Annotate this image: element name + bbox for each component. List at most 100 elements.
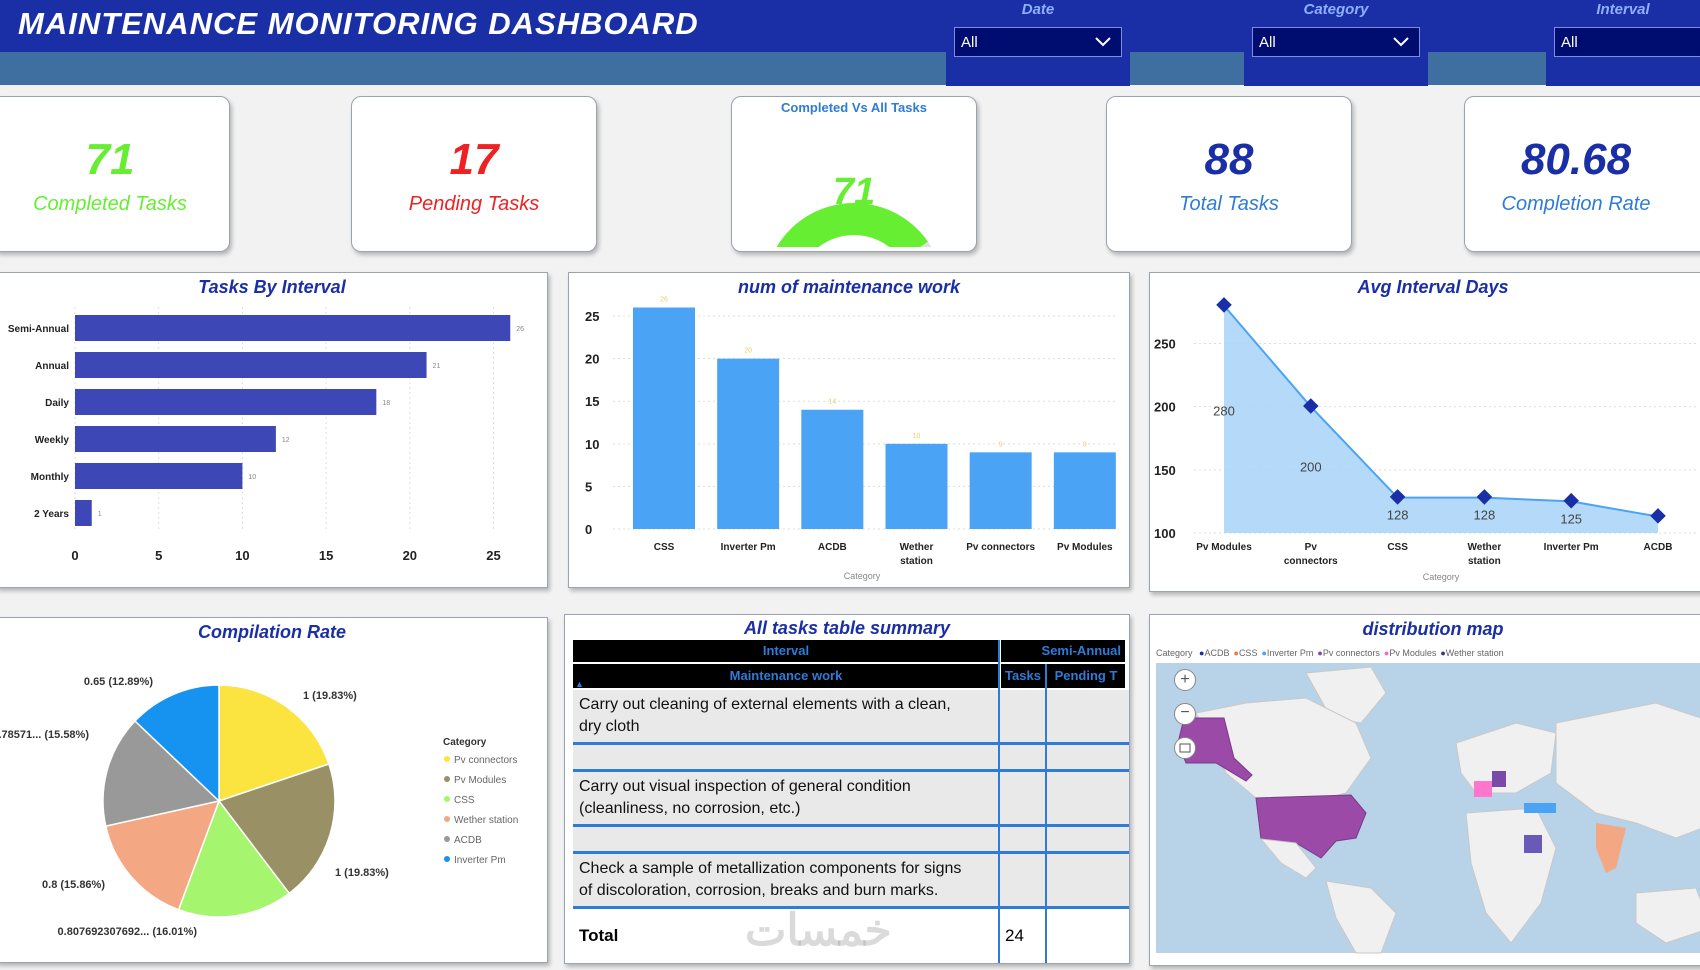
page-title: MAINTENANCE MONITORING DASHBOARD (18, 6, 699, 41)
compilation-rate-title: Compilation Rate (197, 622, 346, 642)
table-row[interactable] (573, 827, 1129, 851)
chevron-down-icon (1095, 37, 1111, 47)
filter-interval-dropdown[interactable]: All (1554, 27, 1700, 57)
filter-date-dropdown[interactable]: All (954, 27, 1122, 57)
data-label: 9 (999, 441, 1003, 448)
legend-marker (444, 776, 450, 782)
kpi-pending-label: Pending Tasks (408, 193, 540, 215)
data-point (1563, 492, 1579, 509)
kpi-total-card[interactable]: 88 Total Tasks (1106, 96, 1352, 252)
y-tick-label: 250 (1154, 337, 1176, 352)
table-total-label: Total (579, 926, 619, 945)
x-tick-label: Wether (900, 542, 934, 553)
maintenance-work-panel[interactable]: num of maintenance work 0 5 10 15 20 25 26 CSS 2… (568, 272, 1130, 588)
data-label: 0.78571... (15.58%) (0, 729, 89, 741)
kpi-rate-label: Completion Rate (1501, 193, 1651, 215)
x-tick-label: 10 (235, 548, 249, 563)
x-tick-label: Pv Modules (1196, 542, 1252, 553)
x-tick-label: ACDB (818, 542, 847, 553)
x-tick-label: Pv Modules (1057, 542, 1113, 553)
y-tick-label: 20 (585, 352, 599, 367)
map-land-turkey (1524, 803, 1556, 813)
y-tick-label: 200 (1154, 400, 1176, 415)
filter-interval-value: All (1561, 34, 1578, 51)
data-label: 1 (98, 511, 102, 518)
legend-marker (444, 836, 450, 842)
kpi-gauge-card[interactable]: Completed Vs All Tasks 71 (731, 96, 977, 252)
x-tick-label: Inverter Pm (1544, 542, 1599, 553)
y-tick-label: 0 (585, 522, 592, 537)
table-row[interactable]: Check a sample of metallization componen… (573, 854, 1129, 906)
map-legend-title: Category (1156, 648, 1193, 658)
x-tick-label: station (900, 556, 933, 567)
map-land-egypt (1524, 835, 1542, 853)
table-row[interactable]: Carry out visual inspection of general c… (573, 772, 1129, 824)
legend-item: Pv connectors (454, 755, 517, 766)
y-tick-label: 100 (1154, 526, 1176, 541)
table-row[interactable]: Carry out cleaning of external elements … (573, 690, 1129, 742)
x-tick-label: 25 (486, 548, 500, 563)
table-total-value: 24 (1005, 926, 1024, 945)
kpi-rate-card[interactable]: 80.68 Completion Rate (1464, 96, 1700, 252)
map-legend-item: ●CSS (1233, 648, 1258, 658)
filter-category: Category All (1244, 0, 1428, 86)
kpi-pending-card[interactable]: 17 Pending Tasks (351, 96, 597, 252)
select-region-button[interactable] (1174, 737, 1196, 759)
table-header-tasks[interactable]: Tasks (1001, 664, 1045, 688)
y-tick-label: Weekly (35, 435, 70, 446)
map-land-asia (1555, 702, 1700, 839)
data-label: 18 (382, 400, 390, 407)
x-tick-label: 0 (71, 548, 78, 563)
y-tick-label: 5 (585, 479, 592, 494)
table-cell-work: Check a sample of metallization componen… (579, 860, 962, 899)
filter-category-dropdown[interactable]: All (1252, 27, 1420, 57)
pie-slice (218, 684, 330, 803)
bar (969, 452, 1032, 529)
sort-up-icon[interactable]: ▲ (575, 679, 584, 689)
zoom-out-button[interactable]: − (1174, 703, 1196, 725)
world-map[interactable] (1156, 663, 1700, 966)
data-label: 14 (828, 399, 836, 406)
tasks-by-interval-panel[interactable]: Tasks By Interval 0 5 10 15 20 25 Semi-Annual 2… (0, 272, 548, 588)
map-land-mexico (1259, 838, 1317, 879)
data-label: 0.65 (12.89%) (84, 676, 153, 688)
map-legend-item: ●Wether station (1440, 648, 1504, 658)
x-tick-label: 20 (403, 548, 417, 563)
y-tick-label: 150 (1154, 463, 1176, 478)
x-tick-label: Inverter Pm (721, 542, 776, 553)
map-land-india (1596, 823, 1626, 873)
table-header-maintenance-work[interactable]: Maintenance work (573, 664, 999, 688)
y-tick-label: 2 Years (34, 509, 69, 520)
pie-slice (102, 719, 221, 827)
data-label: 1 (19.83%) (303, 690, 357, 702)
zoom-in-button[interactable]: + (1174, 669, 1196, 691)
compilation-rate-panel[interactable]: Compilation Rate 1 (19.83%) 1 (19.83%) 0.8… (0, 617, 548, 963)
series-line (1223, 304, 1659, 518)
y-tick-label: Daily (45, 398, 69, 409)
tasks-table-panel[interactable]: All tasks table summary Interval Semi-An… (564, 614, 1130, 964)
kpi-total-value: 88 (1204, 135, 1254, 184)
table-header-pending[interactable]: Pending T (1047, 664, 1125, 688)
legend-item: Inverter Pm (454, 855, 506, 866)
pie-slice (177, 799, 291, 918)
table-header-semi-annual[interactable]: Semi-Annual (1001, 640, 1125, 662)
data-label: 21 (433, 363, 441, 370)
header-strip (0, 52, 1700, 85)
legend-marker (444, 796, 450, 802)
distribution-map-panel[interactable]: distribution map Category ●ACDB ●CSS ●Inve… (1149, 614, 1700, 966)
kpi-total-label: Total Tasks (1179, 193, 1279, 215)
table-header-interval[interactable]: Interval (573, 640, 999, 662)
filter-interval: Interval All (1546, 0, 1700, 86)
table-row[interactable] (573, 745, 1129, 769)
avg-interval-panel[interactable]: Avg Interval Days 100 150 200 250 280 200 128 1… (1149, 272, 1700, 592)
bar (75, 500, 92, 526)
kpi-completed-label: Completed Tasks (33, 193, 187, 215)
x-tick-label: CSS (1387, 542, 1408, 553)
kpi-completed-card[interactable]: 71 Completed Tasks (0, 96, 230, 252)
filter-category-label: Category (1303, 1, 1369, 18)
filter-category-value: All (1259, 34, 1276, 51)
gauge-fill (776, 203, 928, 247)
map-land-europe (1455, 722, 1557, 794)
map-land-france (1474, 781, 1492, 797)
data-point (1216, 297, 1232, 313)
